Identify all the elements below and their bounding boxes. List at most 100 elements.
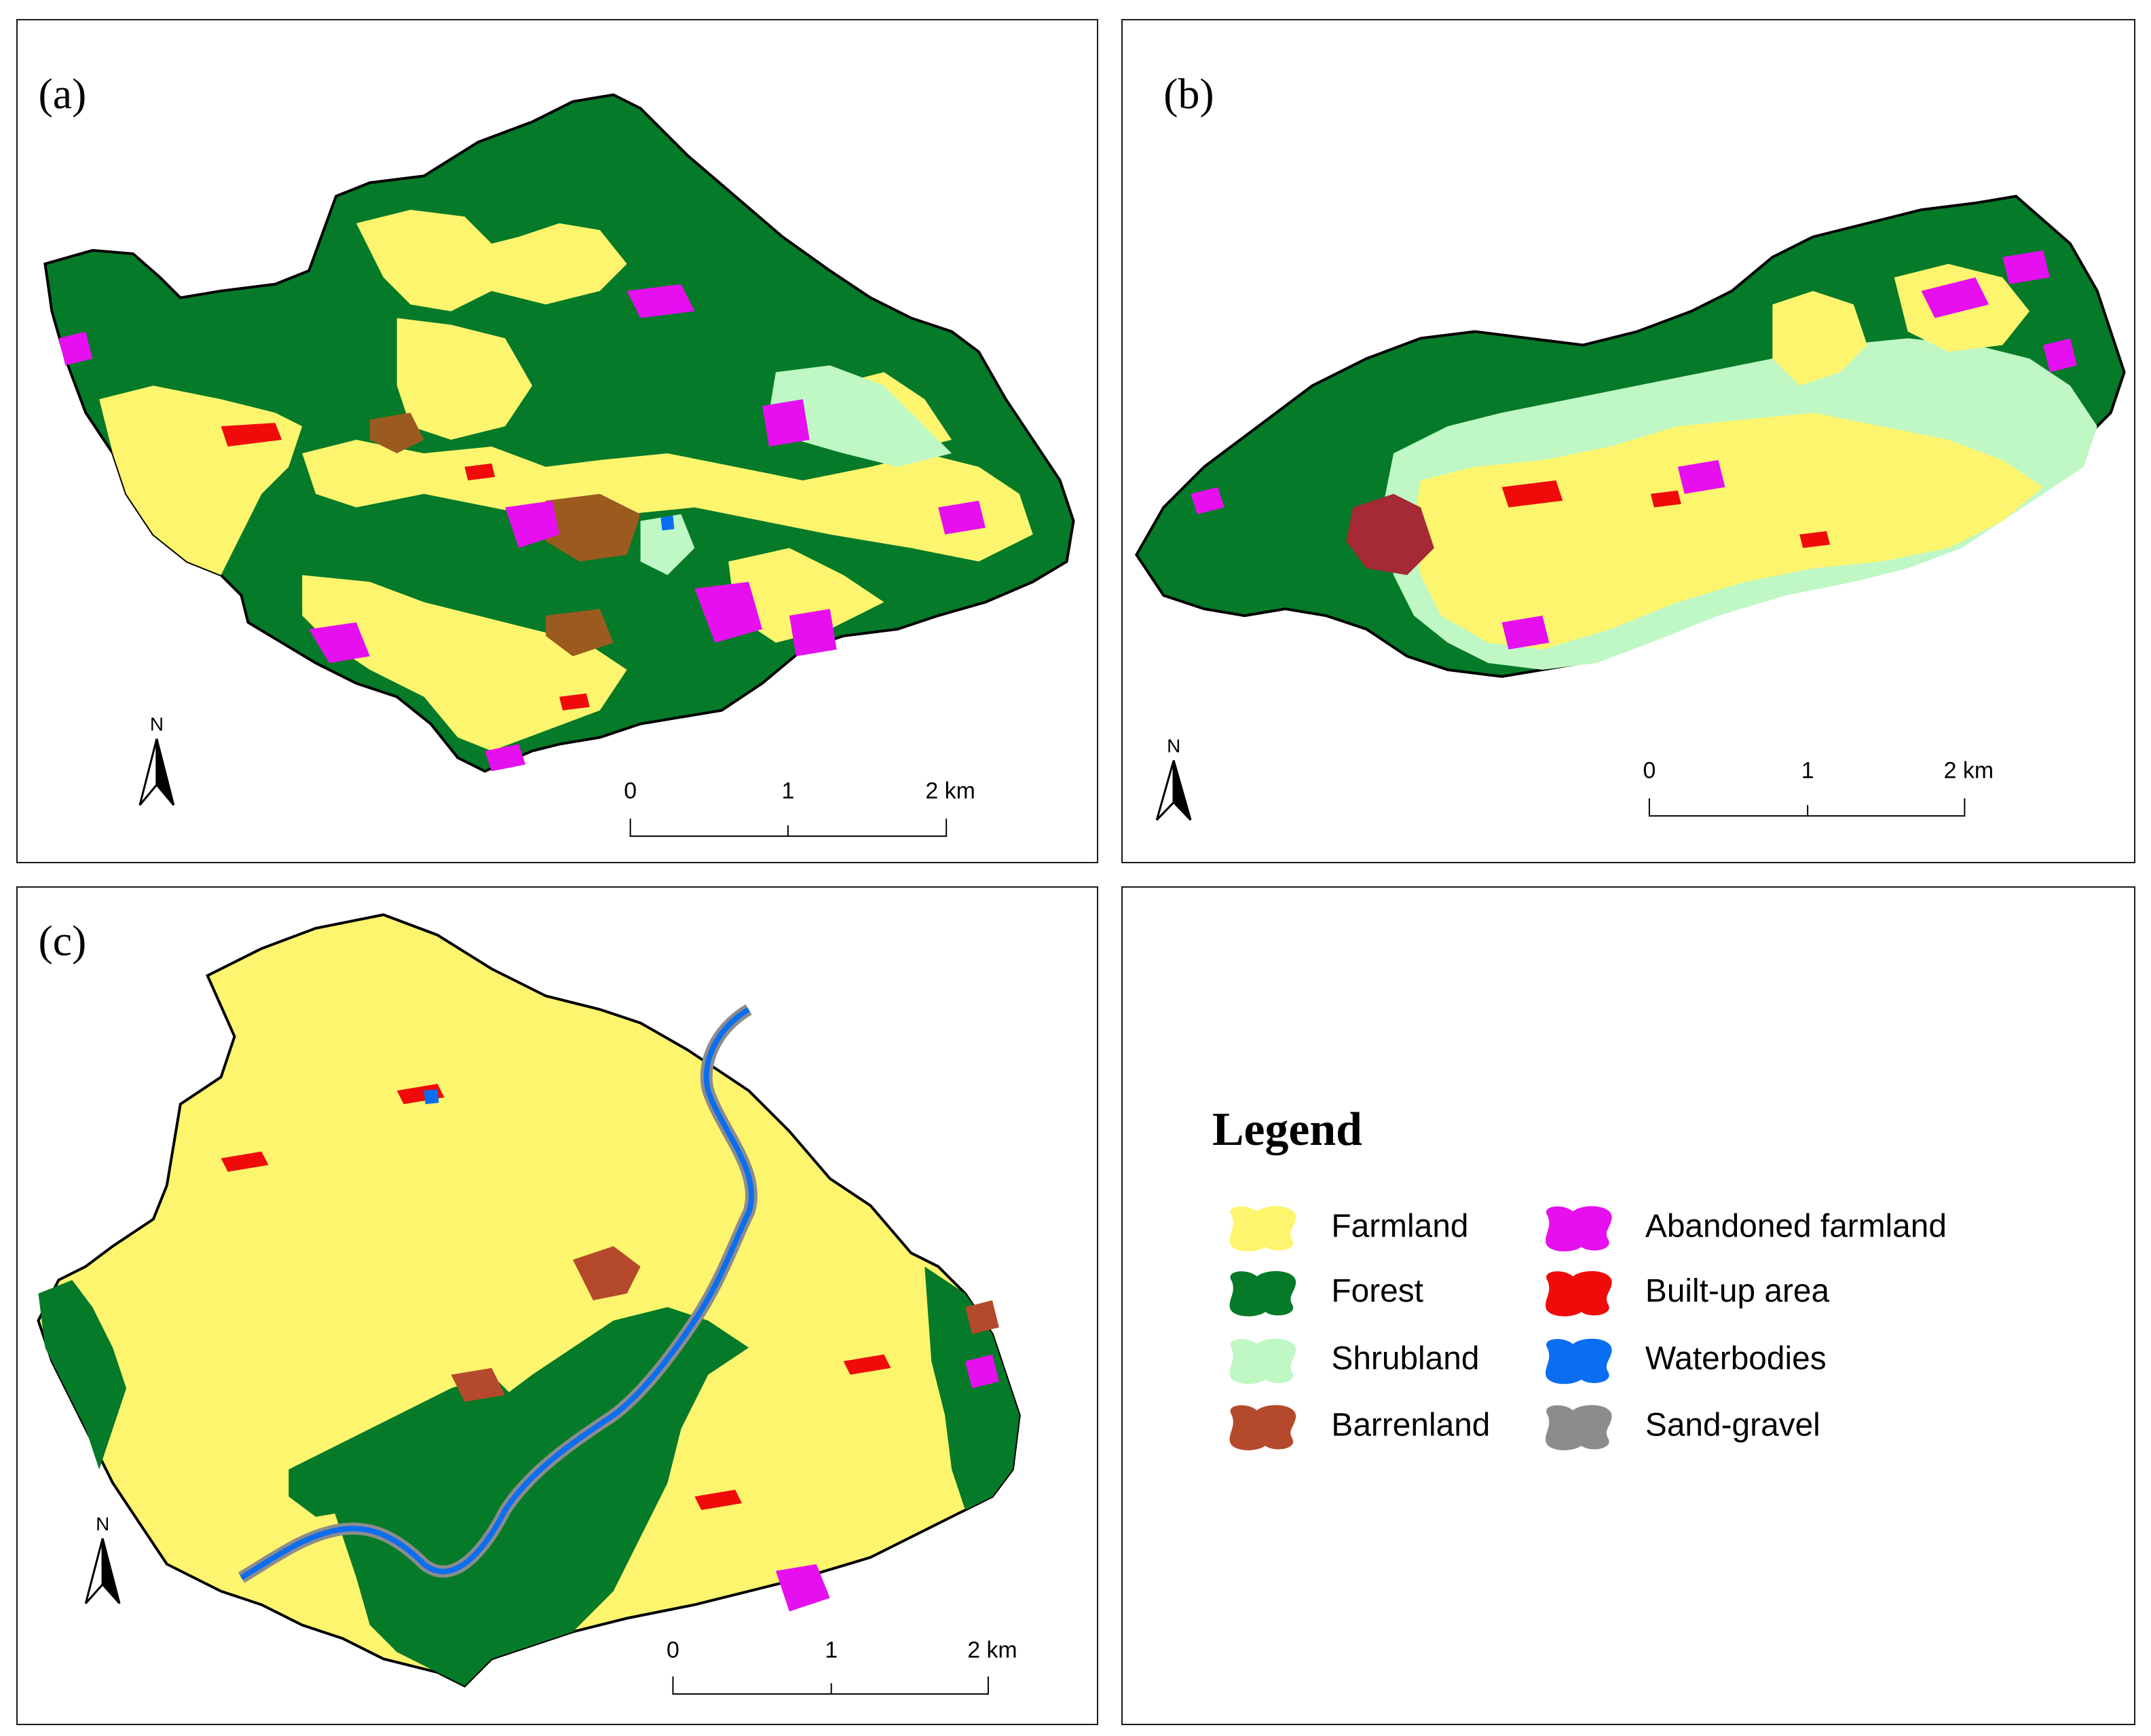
map-a-barren-south xyxy=(546,609,614,656)
map-b-builtup-3 xyxy=(1799,531,1831,548)
map-b-landcover xyxy=(1134,195,2126,678)
legend-panel: Legend Farmland Forest Shrubland Barrenland… xyxy=(1121,886,2135,1725)
north-arrow-c-right xyxy=(101,1538,121,1604)
map-a-farmland-mid xyxy=(396,318,533,440)
scale-a-tick-2: 2 km xyxy=(925,778,975,804)
legend-label-6: Waterbodies xyxy=(1645,1341,1827,1377)
map-c-water-1 xyxy=(424,1089,439,1104)
map-a-svg: (a) xyxy=(38,70,1075,837)
north-arrow-c: N xyxy=(84,1513,121,1604)
legend-swatch-5 xyxy=(1546,1270,1612,1317)
map-b-abandoned-3 xyxy=(2043,338,2077,373)
map-panel-b: (b) N 0 1 2 km xyxy=(1121,19,2135,863)
map-c-builtup-3 xyxy=(843,1354,891,1375)
map-a-abandoned-6 xyxy=(762,399,810,447)
scale-b-tick-0: 0 xyxy=(1643,757,1656,783)
map-a-water-1 xyxy=(660,515,675,531)
scale-a-tick-1: 1 xyxy=(781,778,794,804)
map-b-svg: (b) N 0 1 2 km xyxy=(1134,70,2126,821)
legend-label-7: Sand-gravel xyxy=(1645,1407,1820,1443)
north-label-c: N xyxy=(96,1513,109,1534)
map-b-builtup-2 xyxy=(1650,490,1681,508)
map-c-builtup-4 xyxy=(694,1490,743,1511)
map-b-farmland-center xyxy=(1414,413,2044,650)
scale-a-tick-0: 0 xyxy=(624,778,637,804)
scale-c-tick-1: 1 xyxy=(825,1637,838,1663)
map-c-abandoned-1 xyxy=(775,1564,830,1612)
scale-a-line xyxy=(629,818,948,837)
north-arrow-a-left xyxy=(138,738,158,806)
map-b-abandoned-4 xyxy=(1677,459,1725,494)
scale-bar-b: 0 1 2 km xyxy=(1643,757,1994,817)
map-a-builtup-2 xyxy=(559,693,590,711)
scale-b-tick-1: 1 xyxy=(1801,757,1814,783)
map-a-abandoned-7 xyxy=(938,500,986,535)
map-b-abandoned-2 xyxy=(2002,250,2050,284)
scale-bar-c: 0 1 2 km xyxy=(667,1637,1017,1695)
map-panel-a: (a) xyxy=(16,19,1098,863)
north-arrow-a: N xyxy=(138,714,175,806)
map-a-farmland-se xyxy=(728,548,884,643)
map-c-barren-2 xyxy=(965,1300,999,1334)
map-a-landcover xyxy=(43,93,1075,773)
map-a-farmland-south xyxy=(302,575,627,751)
scale-b-line xyxy=(1648,798,1966,817)
map-a-barren-west xyxy=(369,413,424,453)
map-a-farmland-north xyxy=(356,210,627,312)
map-c-barren-3 xyxy=(451,1367,506,1402)
map-b-abandoned-5 xyxy=(1501,616,1550,650)
map-a-abandoned-5 xyxy=(626,284,695,318)
map-a-abandoned-2 xyxy=(309,622,370,663)
north-arrow-a-right xyxy=(155,738,175,806)
panel-label-a: (a) xyxy=(38,70,86,118)
map-panel-c: (c) N 0 1 2 km xyxy=(16,886,1098,1725)
scale-c-tick-0: 0 xyxy=(667,1637,679,1663)
panel-label-c: (c) xyxy=(38,917,86,965)
map-b-builtup-1 xyxy=(1501,480,1563,508)
map-a-builtup-1 xyxy=(221,423,282,447)
north-arrow-b-left xyxy=(1155,760,1175,821)
map-c-river xyxy=(240,1006,755,1581)
map-a-abandoned-9 xyxy=(58,331,93,366)
panel-label-b: (b) xyxy=(1163,70,1214,118)
north-arrow-b-right xyxy=(1172,760,1192,821)
legend-label-3: Barrenland xyxy=(1331,1407,1490,1443)
north-arrow-b: N xyxy=(1155,736,1192,821)
map-a-shrubland-center xyxy=(640,514,695,575)
legend-swatch-6 xyxy=(1546,1338,1612,1384)
map-c-builtup-1 xyxy=(221,1151,269,1172)
legend-items: Farmland Forest Shrubland Barrenland Abandon… xyxy=(1229,1206,1947,1450)
legend-swatch-0 xyxy=(1229,1206,1296,1251)
map-c-abandoned-2 xyxy=(965,1354,999,1389)
map-a-abandoned-8 xyxy=(485,744,526,772)
legend-title: Legend xyxy=(1212,1103,1362,1156)
map-c-forest-mid xyxy=(288,1374,519,1517)
legend-swatch-1 xyxy=(1229,1270,1296,1317)
legend-label-1: Forest xyxy=(1331,1273,1423,1309)
map-c-barren-1 xyxy=(572,1246,641,1301)
legend-label-0: Farmland xyxy=(1331,1208,1468,1244)
legend-swatch-3 xyxy=(1229,1405,1296,1450)
map-c-forest-center xyxy=(329,1306,749,1686)
north-label-a: N xyxy=(150,714,164,735)
map-a-abandoned-4 xyxy=(789,609,837,656)
scale-bar-a: 0 1 2 km xyxy=(624,778,975,837)
map-a-barren-center xyxy=(546,493,641,562)
map-c-svg: (c) N 0 1 2 km xyxy=(37,913,1021,1695)
map-a-shrubland-ne xyxy=(768,365,952,467)
map-b-farmland-north xyxy=(1772,290,1867,386)
legend-swatch-4 xyxy=(1546,1206,1612,1251)
map-c-landcover xyxy=(37,913,1021,1688)
north-arrow-c-left xyxy=(84,1538,104,1604)
map-c-forest-west xyxy=(38,1280,127,1470)
legend-label-5: Built-up area xyxy=(1645,1273,1830,1309)
legend-swatch-7 xyxy=(1546,1405,1612,1450)
map-a-abandoned-1 xyxy=(505,500,559,548)
map-a-builtup-3 xyxy=(464,463,495,480)
legend-label-4: Abandoned farmland xyxy=(1645,1208,1947,1244)
north-label-b: N xyxy=(1167,736,1180,757)
map-a-abandoned-3 xyxy=(694,582,763,643)
scale-c-line xyxy=(672,1676,989,1695)
map-b-abandoned-6 xyxy=(1191,487,1224,514)
map-b-abandoned-1 xyxy=(1921,277,1989,318)
